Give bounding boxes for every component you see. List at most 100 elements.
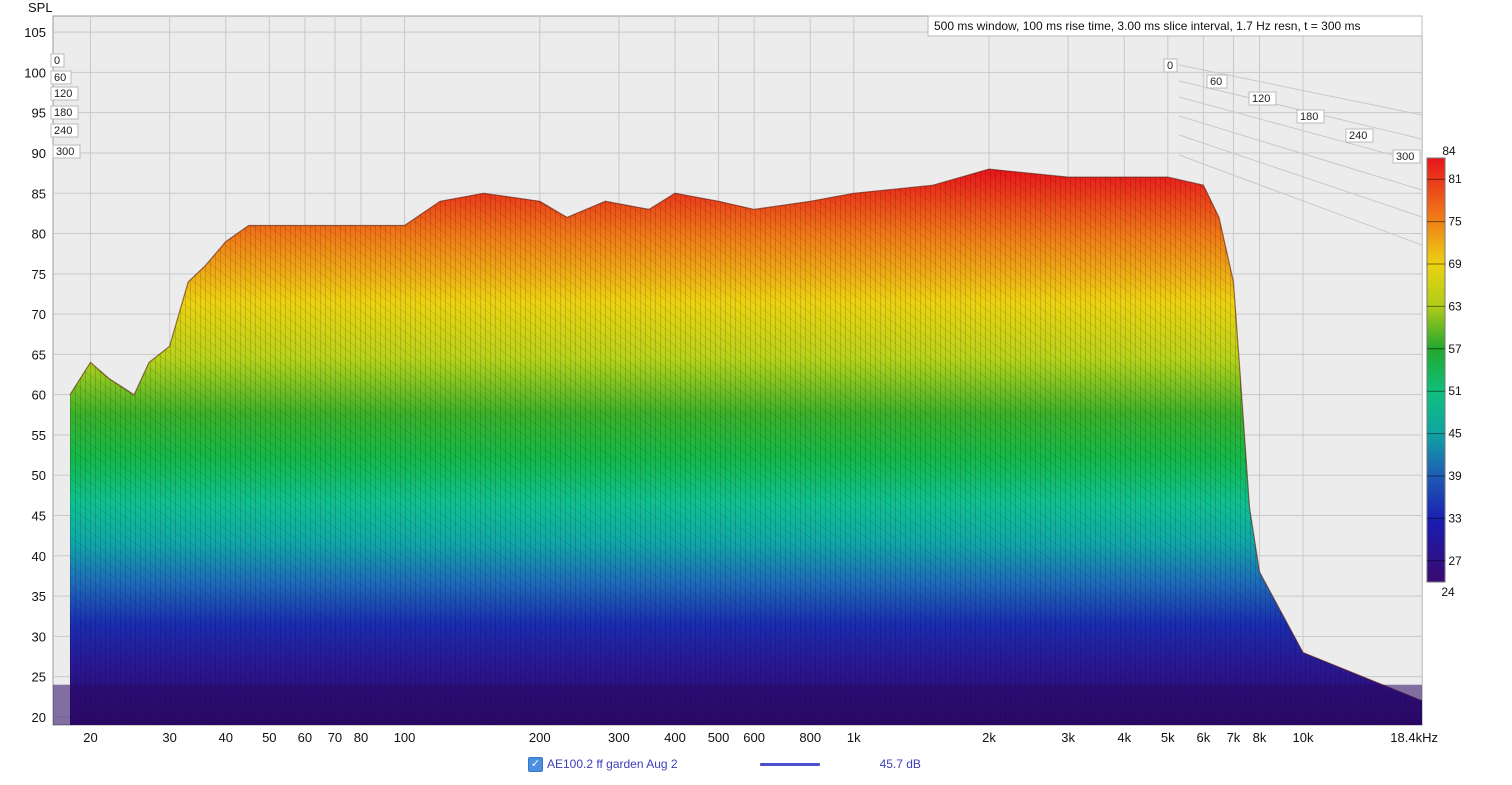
x-tick-label: 3k: [1061, 730, 1075, 745]
time-label-right: 180: [1300, 111, 1318, 123]
info-text: 500 ms window, 100 ms rise time, 3.00 ms…: [934, 19, 1361, 33]
y-tick-label: 50: [32, 468, 46, 483]
time-label-right: 300: [1396, 151, 1414, 163]
time-label-right: 0: [1167, 60, 1173, 72]
y-tick-label: 85: [32, 186, 46, 201]
grid-line-time: [1178, 154, 1422, 246]
x-tick-label: 5k: [1161, 730, 1175, 745]
colorbar-label: 69: [1448, 257, 1462, 271]
colorbar-label: 84: [1442, 144, 1456, 158]
grid-line-time: [1179, 96, 1422, 164]
time-axis-left: 0 60 120 180 240 300: [50, 53, 81, 159]
y-tick-label: 70: [32, 307, 46, 322]
time-label-box: [52, 144, 81, 159]
x-tick-label: 60: [298, 730, 312, 745]
grid-line-time: [1179, 115, 1422, 191]
grid-line-time: [1179, 64, 1422, 116]
x-tick-label: 10k: [1293, 730, 1314, 745]
time-label-box: [1392, 149, 1421, 164]
time-label-right: 60: [1210, 76, 1222, 88]
y-tick-label: 45: [32, 509, 46, 524]
x-tick-label: 4k: [1117, 730, 1131, 745]
time-label-box: [1296, 109, 1325, 124]
time-label-box: [50, 53, 65, 68]
colorbar-label: 63: [1448, 299, 1462, 313]
x-tick-label: 200: [529, 730, 551, 745]
x-axis: 20 30 40 50 60 70 80 100 200 300 400 500 600 800 1k 2k 3…: [83, 730, 1438, 745]
x-tick-label: 50: [262, 730, 276, 745]
time-label-left: 300: [56, 146, 74, 158]
trace-value: 45.7 dB: [879, 757, 921, 771]
time-label-box: [1345, 128, 1374, 143]
legend: ✓ AE100.2 ff garden Aug 2 45.7 dB: [528, 754, 921, 774]
surface-floor: [53, 684, 1422, 725]
y-tick-label: 75: [32, 267, 46, 282]
x-tick-label: 800: [799, 730, 821, 745]
time-label-box: [50, 105, 79, 120]
y-tick-label: 60: [32, 388, 46, 403]
waterfall-surface: [53, 168, 1422, 725]
x-tick-label: 300: [608, 730, 630, 745]
grid-line-time: [1179, 134, 1422, 218]
y-tick-label: 40: [32, 549, 46, 564]
trace-line-swatch: [759, 762, 820, 766]
y-tick-label: 25: [32, 670, 46, 685]
y-axis: 105 100 95 90 85 80 75 70 65 60 55 50 45 40 35 30 25 20: [24, 25, 46, 725]
surface-edge: [69, 168, 1422, 702]
time-label-left: 180: [54, 107, 72, 119]
y-tick-label: 30: [32, 629, 46, 644]
surface-slices: [69, 169, 1422, 725]
x-tick-label: 7k: [1227, 730, 1241, 745]
trace-name[interactable]: AE100.2 ff garden Aug 2: [547, 757, 678, 771]
colorbar-label: 75: [1448, 215, 1462, 229]
colorbar-label: 57: [1448, 342, 1462, 356]
time-label-box: [50, 70, 72, 85]
y-tick-label: 55: [32, 428, 46, 443]
time-label-right: 120: [1252, 93, 1270, 105]
y-tick-label: 20: [32, 710, 46, 725]
time-label-box: [50, 123, 79, 138]
x-tick-label: 70: [328, 730, 342, 745]
x-tick-label: 500: [708, 730, 730, 745]
time-label-left: 0: [54, 55, 60, 67]
x-tick-label: 8k: [1253, 730, 1267, 745]
colorbar-label: 27: [1448, 554, 1462, 568]
x-tick-label: 18.4kHz: [1390, 730, 1438, 745]
x-tick-label: 80: [354, 730, 368, 745]
y-tick-label: 65: [32, 347, 46, 362]
x-tick-label: 40: [219, 730, 233, 745]
y-tick-label: 90: [32, 146, 46, 161]
colorbar-label: 81: [1448, 172, 1462, 186]
time-label-left: 240: [54, 125, 72, 137]
x-tick-label: 100: [394, 730, 416, 745]
x-tick-label: 2k: [982, 730, 996, 745]
time-label-left: 120: [54, 88, 72, 100]
time-label-box: [1248, 91, 1277, 106]
x-tick-label: 6k: [1197, 730, 1211, 745]
time-label-right: 240: [1349, 130, 1367, 142]
colorbar-label: 24: [1441, 585, 1455, 599]
time-label-box: [1206, 74, 1228, 89]
colorbar-label: 45: [1448, 427, 1462, 441]
colorbar-label: 33: [1448, 511, 1462, 525]
colorbar-ticks: 84 81 75 69 63 57 51 45 39 33 27 24: [1427, 144, 1462, 599]
y-tick-label: 95: [32, 106, 46, 121]
x-tick-label: 600: [743, 730, 765, 745]
y-tick-label: 80: [32, 227, 46, 242]
x-tick-label: 30: [162, 730, 176, 745]
y-tick-label: 35: [32, 589, 46, 604]
time-label-box: [1163, 58, 1178, 73]
colorbar-label: 39: [1448, 469, 1462, 483]
time-axis-right: 0 60 120 180 240 300: [1163, 58, 1421, 164]
colorbar-label: 51: [1448, 384, 1462, 398]
info-box: [927, 15, 1423, 37]
x-tick-label: 20: [83, 730, 97, 745]
trace-checkbox[interactable]: ✓: [528, 756, 543, 772]
x-tick-label: 400: [664, 730, 686, 745]
time-label-left: 60: [54, 72, 66, 84]
y-axis-label: SPL: [28, 0, 53, 15]
x-tick-label: 1k: [847, 730, 861, 745]
y-tick-label: 100: [24, 65, 46, 80]
time-label-box: [50, 86, 79, 101]
